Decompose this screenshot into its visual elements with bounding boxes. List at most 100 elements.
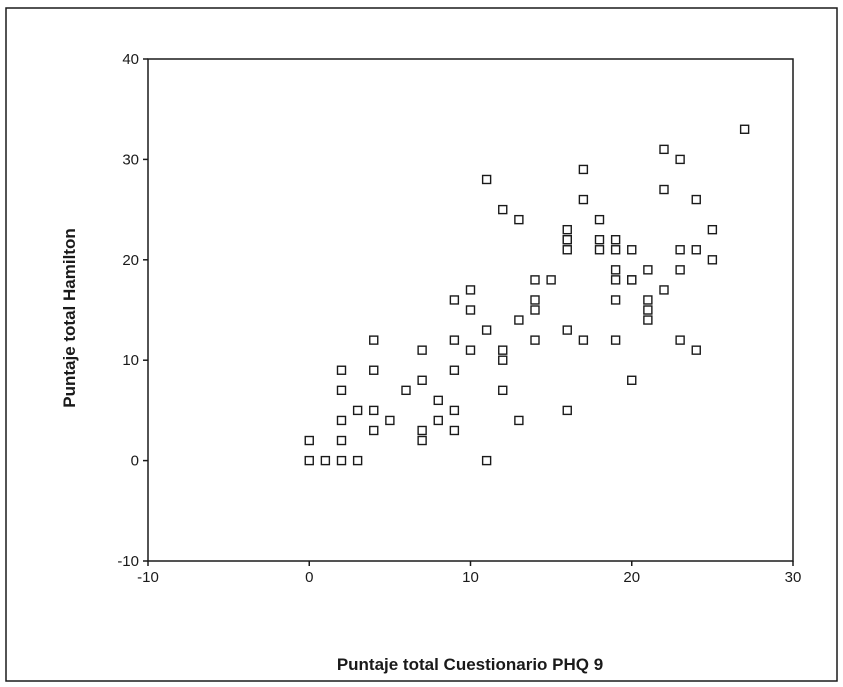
data-point	[336, 435, 347, 446]
data-point	[498, 204, 508, 215]
data-point	[417, 435, 427, 446]
data-point	[465, 285, 476, 295]
data-point	[643, 315, 653, 325]
data-point	[627, 275, 637, 285]
data-point	[643, 265, 653, 275]
data-point	[336, 365, 347, 375]
y-tick-label: 10	[122, 352, 139, 369]
data-point	[449, 295, 460, 305]
data-point	[562, 224, 572, 235]
y-tick-label: 40	[122, 51, 139, 68]
data-point	[691, 345, 701, 355]
data-point	[449, 405, 460, 416]
data-point	[401, 385, 411, 396]
data-point	[336, 455, 347, 466]
data-point	[449, 425, 460, 436]
data-point	[594, 214, 605, 225]
data-point	[675, 265, 685, 275]
data-point	[562, 235, 572, 245]
data-point	[369, 425, 379, 436]
y-tick-label: 20	[122, 252, 139, 269]
data-point	[562, 325, 572, 335]
data-point	[369, 365, 379, 375]
data-point	[514, 214, 524, 225]
data-point	[659, 285, 669, 295]
data-point	[707, 255, 718, 265]
data-point	[417, 425, 427, 436]
data-point	[546, 275, 556, 285]
y-tick-label: 0	[131, 453, 139, 470]
data-point	[449, 365, 460, 375]
x-axis: -10 0 10 20 30	[137, 561, 801, 586]
data-point	[643, 295, 653, 305]
x-tick-label: 0	[305, 569, 313, 586]
x-tick-label: -10	[137, 569, 159, 586]
data-point	[643, 305, 653, 315]
data-point	[530, 295, 540, 305]
data-point	[578, 335, 589, 345]
y-axis-title: Puntaje total Hamilton	[60, 228, 79, 407]
data-point	[433, 415, 443, 426]
data-point	[594, 235, 605, 245]
data-point	[514, 315, 524, 325]
data-point	[610, 295, 621, 305]
data-point	[627, 375, 637, 385]
data-point	[385, 415, 395, 426]
x-tick-label: 20	[623, 569, 640, 586]
data-point	[739, 124, 750, 134]
data-point	[594, 245, 605, 255]
figure-frame	[5, 7, 838, 682]
data-points	[304, 124, 750, 466]
data-point	[578, 194, 589, 205]
x-tick-label: 10	[462, 569, 479, 586]
data-point	[417, 345, 427, 355]
data-point	[352, 405, 363, 416]
data-point	[610, 275, 621, 285]
data-point	[498, 385, 508, 396]
data-point	[433, 395, 443, 406]
data-point	[336, 385, 347, 396]
x-axis-title: Puntaje total Cuestionario PHQ 9	[337, 655, 603, 674]
data-point	[610, 335, 621, 345]
data-point	[465, 345, 476, 355]
data-point	[562, 405, 572, 416]
data-point	[578, 164, 589, 175]
data-point	[691, 194, 701, 205]
data-point	[336, 415, 347, 426]
data-point	[659, 144, 669, 155]
data-point	[514, 415, 524, 426]
data-point	[417, 375, 427, 385]
data-point	[320, 455, 331, 466]
data-point	[530, 305, 540, 315]
data-point	[530, 335, 540, 345]
data-point	[659, 184, 669, 195]
data-point	[627, 245, 637, 255]
data-point	[562, 245, 572, 255]
data-point	[610, 245, 621, 255]
data-point	[498, 355, 508, 365]
data-point	[610, 235, 621, 245]
data-point	[675, 154, 685, 165]
x-tick-label: 30	[785, 569, 802, 586]
data-point	[481, 455, 492, 466]
y-tick-label: -10	[117, 553, 139, 570]
data-point	[369, 405, 379, 416]
data-point	[610, 265, 621, 275]
data-point	[530, 275, 540, 285]
y-axis: -10 0 10 20 30 40	[117, 51, 148, 570]
data-point	[352, 455, 363, 466]
data-point	[465, 305, 476, 315]
data-point	[304, 455, 314, 466]
data-point	[304, 435, 314, 446]
data-point	[481, 174, 492, 185]
data-point	[707, 224, 718, 235]
data-point	[675, 245, 685, 255]
data-point	[449, 335, 460, 345]
y-tick-label: 30	[122, 151, 139, 168]
data-point	[369, 335, 379, 345]
data-point	[675, 335, 685, 345]
data-point	[498, 345, 508, 355]
data-point	[691, 245, 701, 255]
data-point	[481, 325, 492, 335]
